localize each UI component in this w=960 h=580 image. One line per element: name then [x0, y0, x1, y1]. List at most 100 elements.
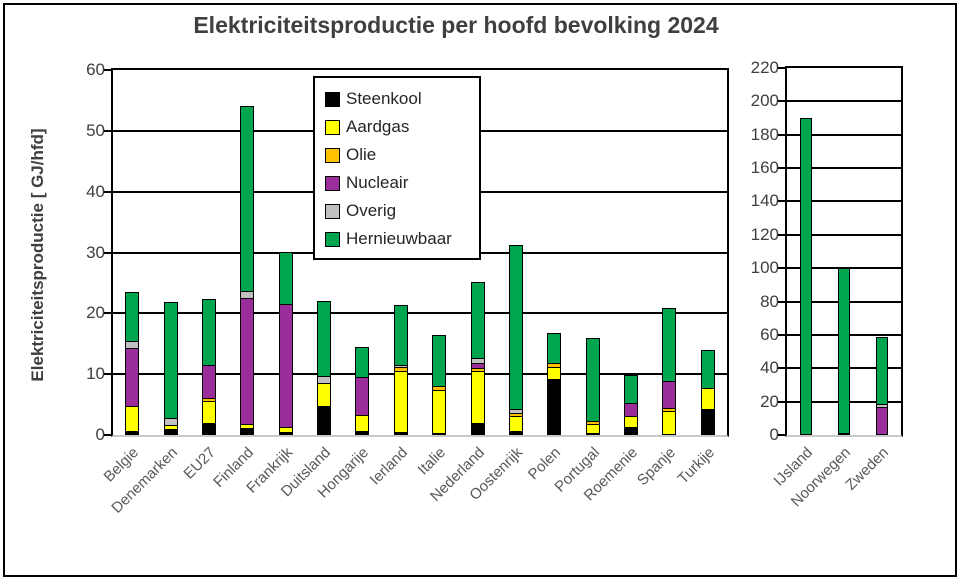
- segment-aardgas: [355, 415, 369, 432]
- segment-aardgas: [125, 406, 139, 432]
- segment-steenkool: [701, 409, 715, 435]
- bar-ijsland: [800, 68, 812, 435]
- y-tick-mark: [104, 190, 111, 193]
- segment-nucleair: [240, 298, 254, 425]
- bar-finland: [240, 70, 254, 435]
- y-tick-mark: [104, 434, 111, 436]
- segment-nucleair: [279, 304, 293, 428]
- legend-item-overig: Overig: [325, 197, 475, 225]
- segment-aardgas: [547, 367, 561, 380]
- segment-nucleair: [624, 403, 638, 417]
- segment-hernieuwbaar: [240, 106, 254, 292]
- segment-hernieuwbaar: [838, 268, 850, 434]
- segment-aardgas: [202, 401, 216, 424]
- legend-swatch-steenkool: [325, 91, 340, 107]
- legend-label: Aardgas: [346, 117, 410, 136]
- segment-steenkool: [202, 423, 216, 435]
- y-tick-label: 40: [760, 358, 779, 378]
- segment-aardgas: [471, 371, 485, 424]
- y-tick-label: 120: [750, 224, 779, 244]
- gridline: [113, 373, 727, 376]
- segment-overig: [164, 418, 178, 426]
- left-plot-area: [111, 68, 729, 437]
- segment-hernieuwbaar: [394, 305, 408, 366]
- y-tick-label: 0: [769, 425, 779, 444]
- y-tick-mark: [778, 200, 785, 203]
- segment-overig: [317, 376, 331, 384]
- legend-item-hernieuwbaar: Hernieuwbaar: [325, 225, 475, 253]
- legend-label: Hernieuwbaar: [346, 229, 452, 248]
- segment-steenkool: [240, 428, 254, 435]
- segment-aardgas: [701, 388, 715, 410]
- y-tick-label: 140: [750, 191, 779, 211]
- y-tick-label: 200: [750, 91, 779, 111]
- y-tick-label: 0: [95, 425, 105, 444]
- bar-italie: [432, 70, 446, 435]
- bar-nederland: [471, 70, 485, 435]
- gridline: [787, 233, 901, 236]
- bar-frankrijk: [279, 70, 293, 435]
- legend-item-olie: Olie: [325, 141, 475, 169]
- y-tick-label: 60: [86, 60, 105, 79]
- y-tick-mark: [104, 129, 111, 132]
- y-tick-mark: [778, 267, 785, 270]
- y-tick-label: 160: [750, 158, 779, 178]
- segment-hernieuwbaar: [317, 301, 331, 377]
- y-tick-mark: [778, 67, 785, 69]
- segment-hernieuwbaar: [800, 118, 812, 435]
- segment-hernieuwbaar: [509, 245, 523, 410]
- segment-overig: [240, 291, 254, 299]
- segment-hernieuwbaar: [432, 335, 446, 387]
- y-tick-label: 40: [86, 181, 105, 201]
- bar-denemarken: [164, 70, 178, 435]
- y-tick-label: 60: [760, 324, 779, 344]
- segment-steenkool: [547, 379, 561, 435]
- legend-label: Steenkool: [346, 89, 422, 108]
- bar-roemenie: [624, 70, 638, 435]
- y-tick-label: 20: [760, 391, 779, 411]
- segment-hernieuwbaar: [164, 302, 178, 419]
- legend-item-aardgas: Aardgas: [325, 113, 475, 141]
- legend-label: Overig: [346, 201, 397, 220]
- bar-duitsland: [317, 70, 331, 435]
- segment-hernieuwbaar: [279, 252, 293, 305]
- legend-label: Olie: [346, 145, 377, 164]
- segment-hernieuwbaar: [662, 308, 676, 382]
- segment-hernieuwbaar: [355, 347, 369, 378]
- segment-aardgas: [432, 390, 446, 434]
- legend-item-nucleair: Nucleair: [325, 169, 475, 197]
- y-tick-mark: [778, 300, 785, 303]
- segment-hernieuwbaar: [701, 350, 715, 389]
- segment-aardgas: [317, 383, 331, 407]
- segment-nucleair: [876, 407, 888, 435]
- chart-title: Elektriciteitsproductie per hoofd bevolk…: [193, 12, 719, 38]
- y-tick-label: 180: [750, 124, 779, 144]
- segment-steenkool: [471, 423, 485, 435]
- legend: Steenkool Aardgas Olie Nucleair Overig Hernie…: [313, 76, 481, 260]
- bar-turkije: [701, 70, 715, 435]
- segment-nucleair: [355, 377, 369, 416]
- segment-steenkool: [317, 406, 331, 435]
- legend-swatch-overig: [325, 203, 340, 219]
- y-tick-label: 30: [86, 242, 105, 262]
- legend-swatch-aardgas: [325, 119, 340, 135]
- gridline: [787, 200, 901, 203]
- y-tick-mark: [778, 100, 785, 103]
- y-tick-label: 100: [750, 258, 779, 278]
- segment-hernieuwbaar: [471, 282, 485, 359]
- gridline: [787, 133, 901, 136]
- gridline: [787, 167, 901, 170]
- gridline: [787, 100, 901, 103]
- bar-oostenrijk: [509, 70, 523, 435]
- bar-spanje: [662, 70, 676, 435]
- bar-ierland: [394, 70, 408, 435]
- segment-aardgas: [394, 371, 408, 433]
- segment-hernieuwbaar: [547, 333, 561, 364]
- y-tick-label: 220: [750, 58, 779, 77]
- legend-swatch-nucleair: [325, 175, 340, 191]
- y-tick-mark: [778, 133, 785, 136]
- legend-item-steenkool: Steenkool: [325, 85, 475, 113]
- bar-polen: [547, 70, 561, 435]
- segment-steenkool: [624, 427, 638, 435]
- y-tick-label: 20: [86, 303, 105, 323]
